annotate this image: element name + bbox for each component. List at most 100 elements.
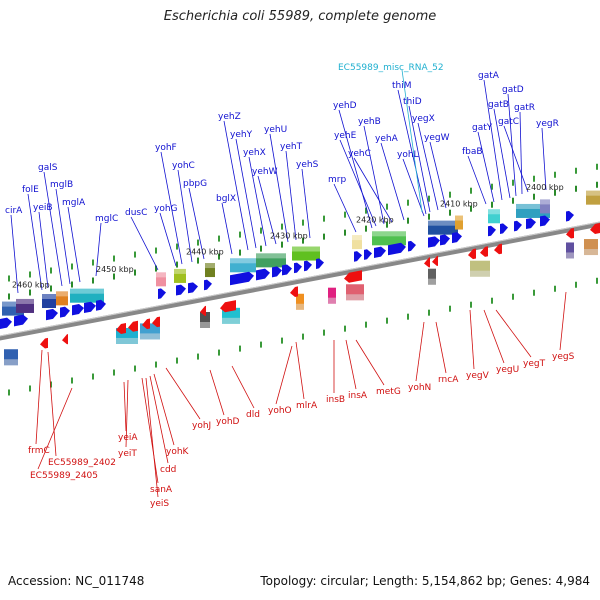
forward-gene-arrow (188, 282, 198, 294)
label-connector (209, 369, 225, 416)
ruler-tick (134, 365, 136, 372)
label-connector (159, 212, 177, 267)
ruler-tick (428, 309, 430, 316)
kbp-label: 2440 kbp (186, 248, 224, 257)
forward-gene-label: yehX (243, 148, 266, 158)
feature-block (200, 312, 210, 328)
reverse-gene-label: insA (348, 391, 368, 401)
ruler-tick (533, 193, 535, 200)
ruler-tick (491, 297, 493, 304)
feature-block (328, 287, 336, 304)
ruler-tick (113, 369, 115, 376)
label-connector (130, 216, 159, 271)
ruler-tick (134, 269, 136, 276)
ruler-tick (470, 301, 472, 308)
reverse-gene-arrow (494, 243, 502, 255)
forward-gene-arrow (72, 303, 84, 316)
label-connectors (10, 69, 567, 498)
feature-block-highlight (488, 209, 500, 215)
ruler-tick (176, 261, 178, 268)
forward-gene-label: mglC (95, 214, 118, 224)
feature-block-highlight (455, 215, 463, 221)
ruler-tick (323, 233, 325, 240)
feature-block-shade (4, 359, 18, 366)
feature-block (540, 199, 550, 214)
feature-block (156, 272, 166, 287)
feature-block (256, 253, 286, 268)
reverse-gene-label: yohN (408, 383, 431, 393)
forward-gene-arrow (440, 234, 450, 246)
ruler-tick (260, 245, 262, 252)
forward-gene-label: yehD (333, 101, 357, 111)
feature-block (428, 268, 436, 285)
reverse-gene-label: mlrA (296, 401, 318, 411)
feature-block-highlight (174, 268, 186, 274)
reverse-gene-label: yegU (496, 365, 519, 375)
ruler-tick (323, 215, 325, 222)
forward-gene-arrow (514, 220, 522, 232)
forward-gene-label: folE (22, 185, 39, 195)
feature-block-shade (328, 297, 336, 304)
label-connector (47, 351, 57, 457)
label-connector (38, 211, 49, 289)
label-connector (345, 339, 357, 390)
feature-block-shade (566, 252, 574, 259)
feature-block-highlight (205, 263, 215, 269)
feature-block (352, 235, 362, 250)
ruler-tick (50, 381, 52, 388)
label-connector (149, 375, 169, 464)
forward-gene-label: galS (38, 163, 58, 173)
label-connector (10, 214, 19, 294)
forward-gene-arrow (230, 271, 254, 286)
rna-label-connector (401, 69, 423, 213)
reverse-gene-arrow (566, 227, 574, 239)
label-connector (435, 321, 447, 374)
ruler-tick (575, 281, 577, 288)
forward-gene-label: yehC (348, 149, 371, 159)
forward-gene-arrow (452, 232, 462, 244)
label-connector (467, 155, 487, 205)
label-connector (27, 193, 43, 291)
forward-gene-label: dusC (125, 208, 147, 218)
ruler-tick (554, 171, 556, 178)
ruler-tick (239, 345, 241, 352)
ruler-tick (365, 321, 367, 328)
ruler-tick (386, 317, 388, 324)
reverse-gene-label: yeiS (150, 499, 169, 509)
feature-block-highlight (16, 298, 34, 304)
label-connector (353, 157, 393, 223)
ruler-tick (428, 195, 430, 202)
forward-gene-arrow (84, 301, 96, 314)
ruler-tick (491, 201, 493, 208)
kbp-label: 2460 kbp (12, 281, 50, 290)
forward-gene-label: yehA (375, 134, 399, 144)
label-connector (37, 387, 73, 470)
ruler-tick (218, 235, 220, 242)
reverse-gene-label: yohD (216, 417, 240, 427)
label-connector (145, 377, 159, 498)
reverse-gene-label: frmC (28, 446, 50, 456)
ruler-tick (71, 377, 73, 384)
forward-gene-arrow (282, 264, 292, 276)
kbp-label: 2400 kbp (526, 183, 564, 192)
label-connector (339, 139, 377, 227)
feature-block-highlight (516, 203, 550, 209)
feature-block-highlight (428, 220, 458, 226)
label-connector (125, 379, 129, 448)
genome-title: Escherichia coli 55989, complete genome (163, 9, 437, 24)
ruler-tick (155, 361, 157, 368)
ruler-tick (239, 231, 241, 238)
label-connector (541, 127, 547, 191)
ruler-tick (512, 197, 514, 204)
forward-gene-label: mglB (50, 180, 73, 190)
reverse-gene-arrow (116, 323, 126, 335)
ruler-tick (344, 211, 346, 218)
forward-gene-label: thiM (392, 81, 412, 91)
tick-marks (8, 163, 598, 396)
feature-block-highlight (586, 190, 600, 196)
forward-gene-arrow (46, 308, 58, 321)
gene-arrows (0, 210, 600, 349)
ruler-tick (554, 189, 556, 196)
reverse-gene-arrow (40, 337, 48, 349)
